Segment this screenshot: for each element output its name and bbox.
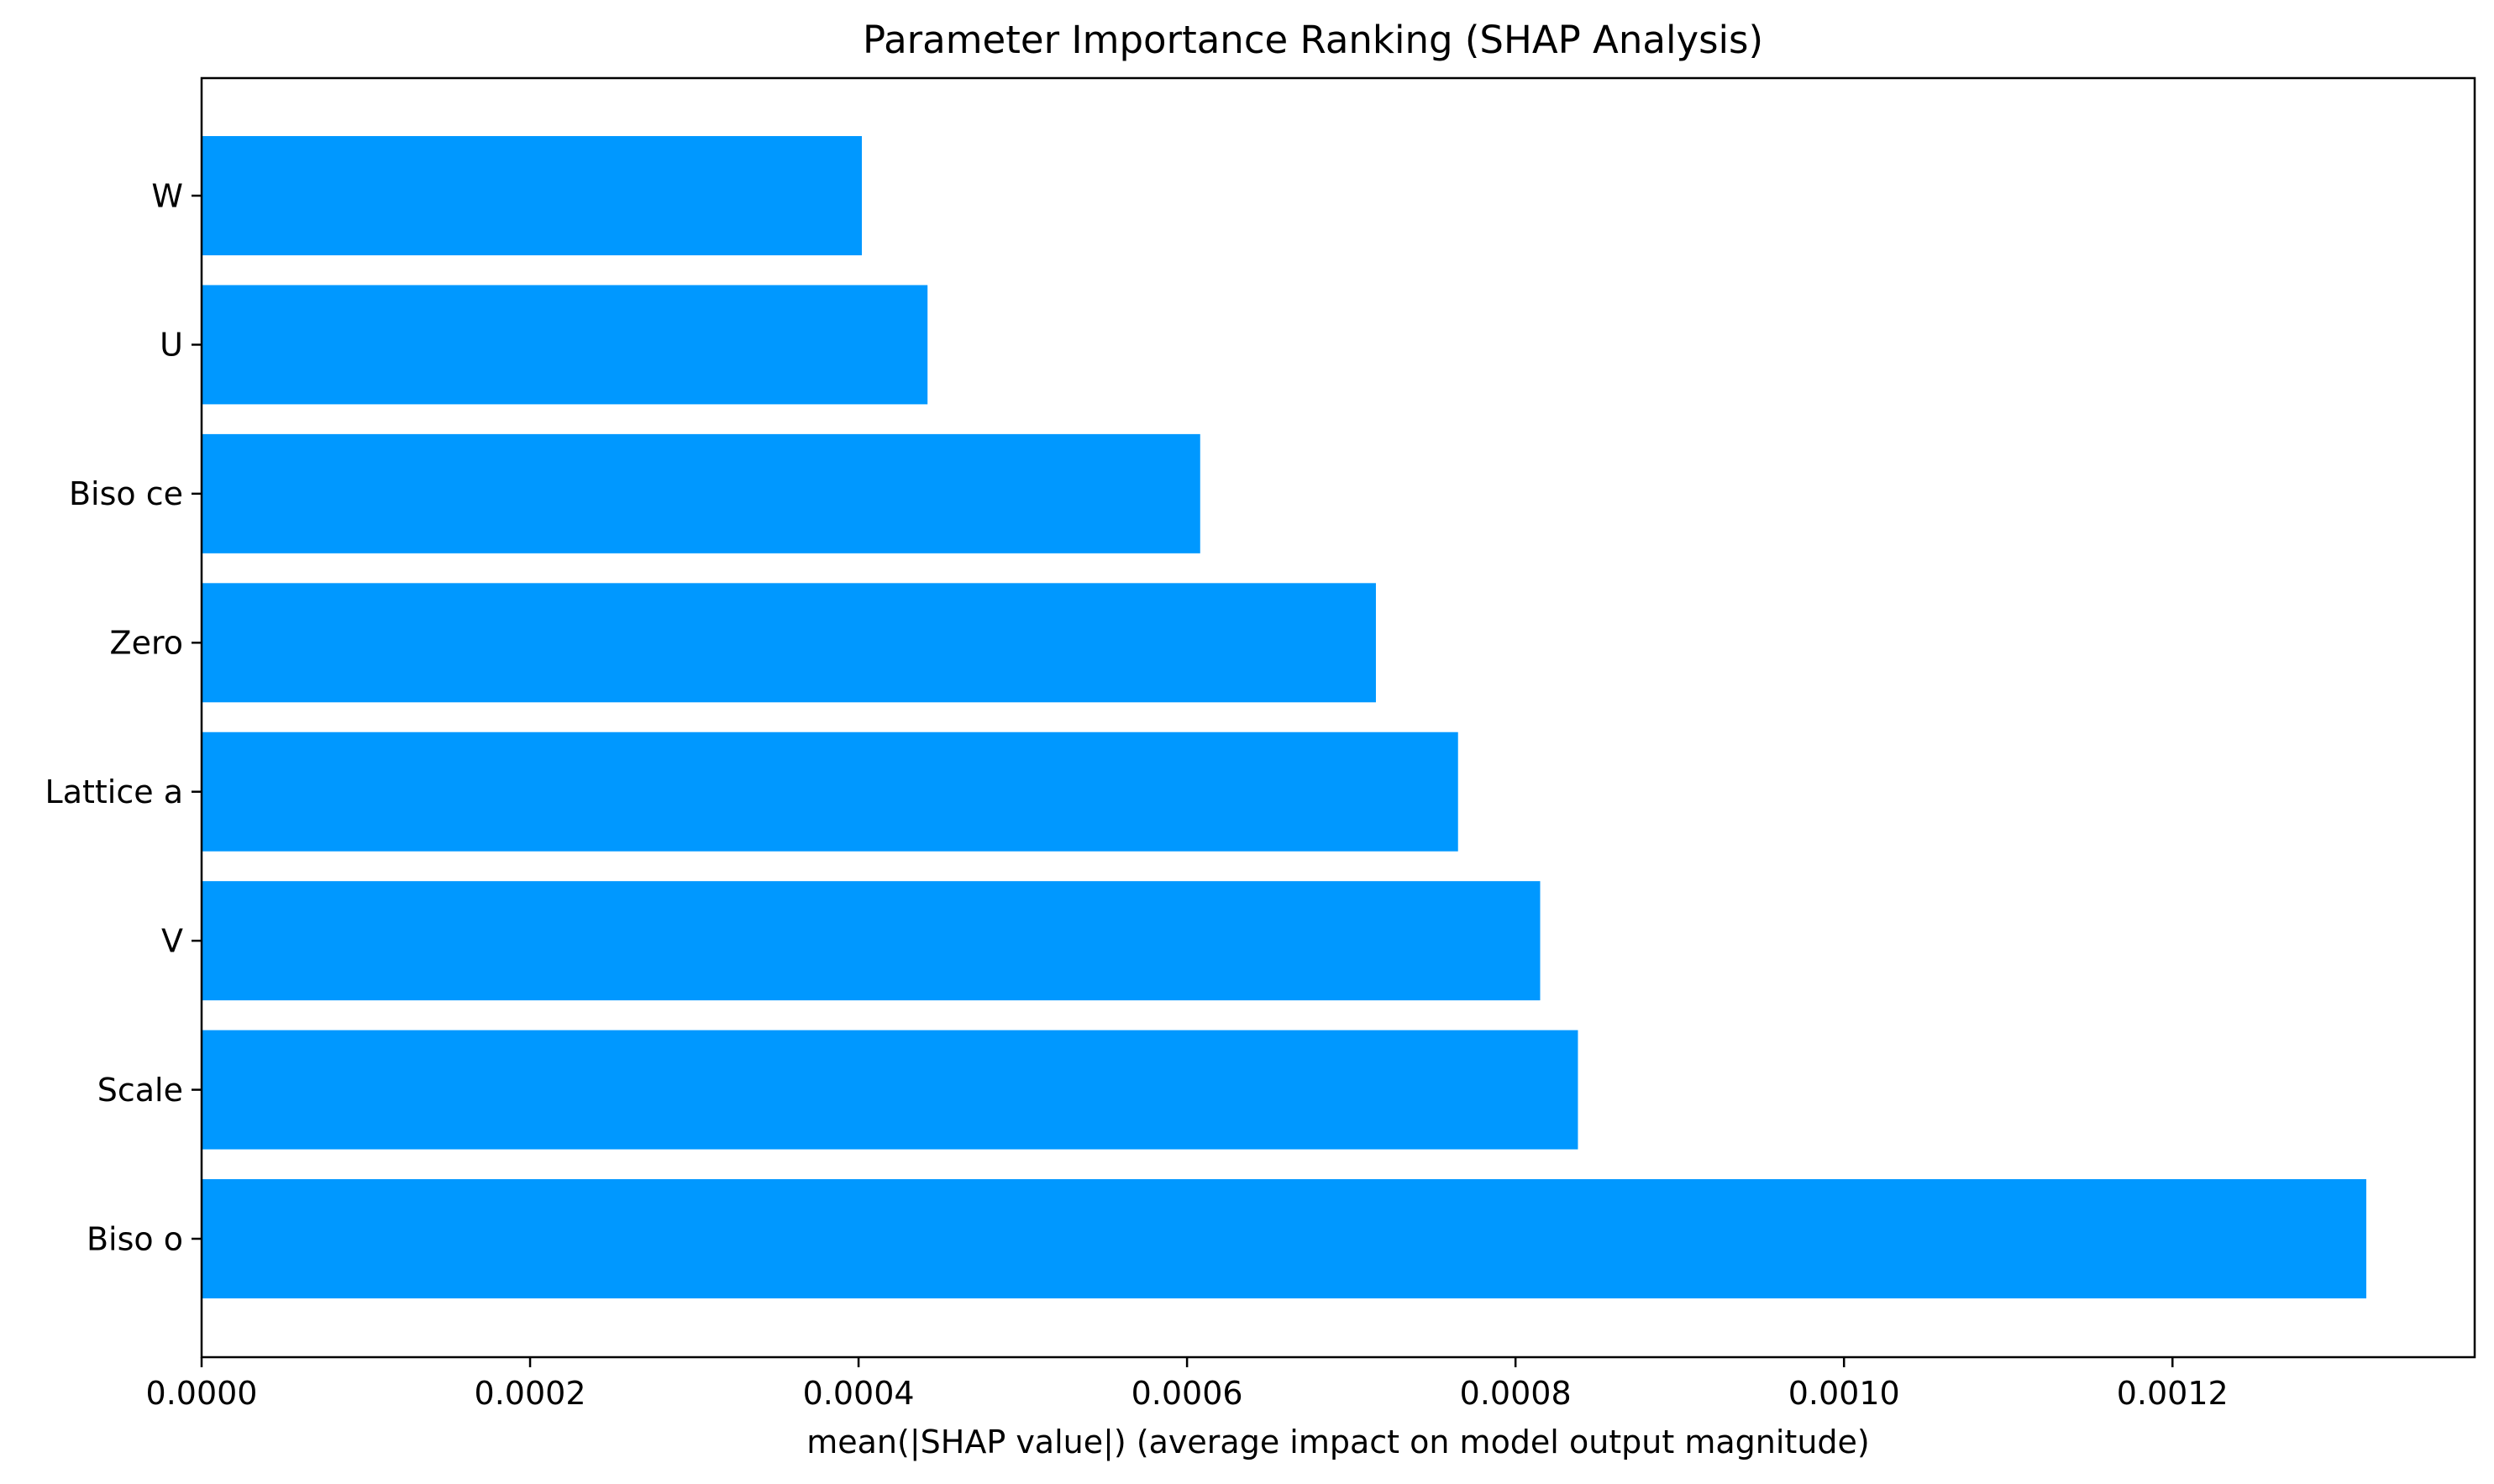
x-axis-ticks: 0.0000 0.0002 0.0004 0.0006 0.0008 0.0010 0.00… [146, 1357, 2229, 1412]
y-tick-label: Scale [97, 1072, 183, 1109]
bar-scale [202, 1030, 1578, 1150]
x-tick-label: 0.0004 [803, 1375, 915, 1412]
y-axis-ticks: Biso o Scale V Lattice a Zero Biso ce U W [45, 177, 202, 1257]
x-tick-label: 0.0008 [1460, 1375, 1572, 1412]
bar-lattice-a [202, 732, 1458, 852]
x-tick-label: 0.0000 [146, 1375, 258, 1412]
x-axis-label: mean(|SHAP value|) (average impact on mo… [806, 1424, 1870, 1461]
plot-frame [200, 76, 2476, 1359]
y-tick-label: Biso o [87, 1220, 183, 1257]
bars-group [202, 136, 2366, 1298]
y-tick-label: Biso ce [69, 475, 183, 512]
bar-w [202, 136, 862, 255]
bar-zero [202, 583, 1376, 703]
x-tick-label: 0.0006 [1131, 1375, 1243, 1412]
x-tick-label: 0.0010 [1788, 1375, 1900, 1412]
y-tick-label: W [151, 177, 183, 214]
y-tick-label: U [160, 327, 183, 364]
bar-v [202, 881, 1541, 1001]
bar-biso-ce [202, 433, 1200, 553]
bar-biso-o [202, 1179, 2366, 1298]
chart-title: Parameter Importance Ranking (SHAP Analy… [863, 18, 1763, 62]
y-tick-label: Lattice a [45, 773, 183, 810]
y-tick-label: Zero [110, 625, 183, 662]
x-tick-label: 0.0002 [475, 1375, 586, 1412]
x-tick-label: 0.0012 [2117, 1375, 2229, 1412]
y-tick-label: V [161, 922, 183, 959]
bar-u [202, 285, 928, 405]
